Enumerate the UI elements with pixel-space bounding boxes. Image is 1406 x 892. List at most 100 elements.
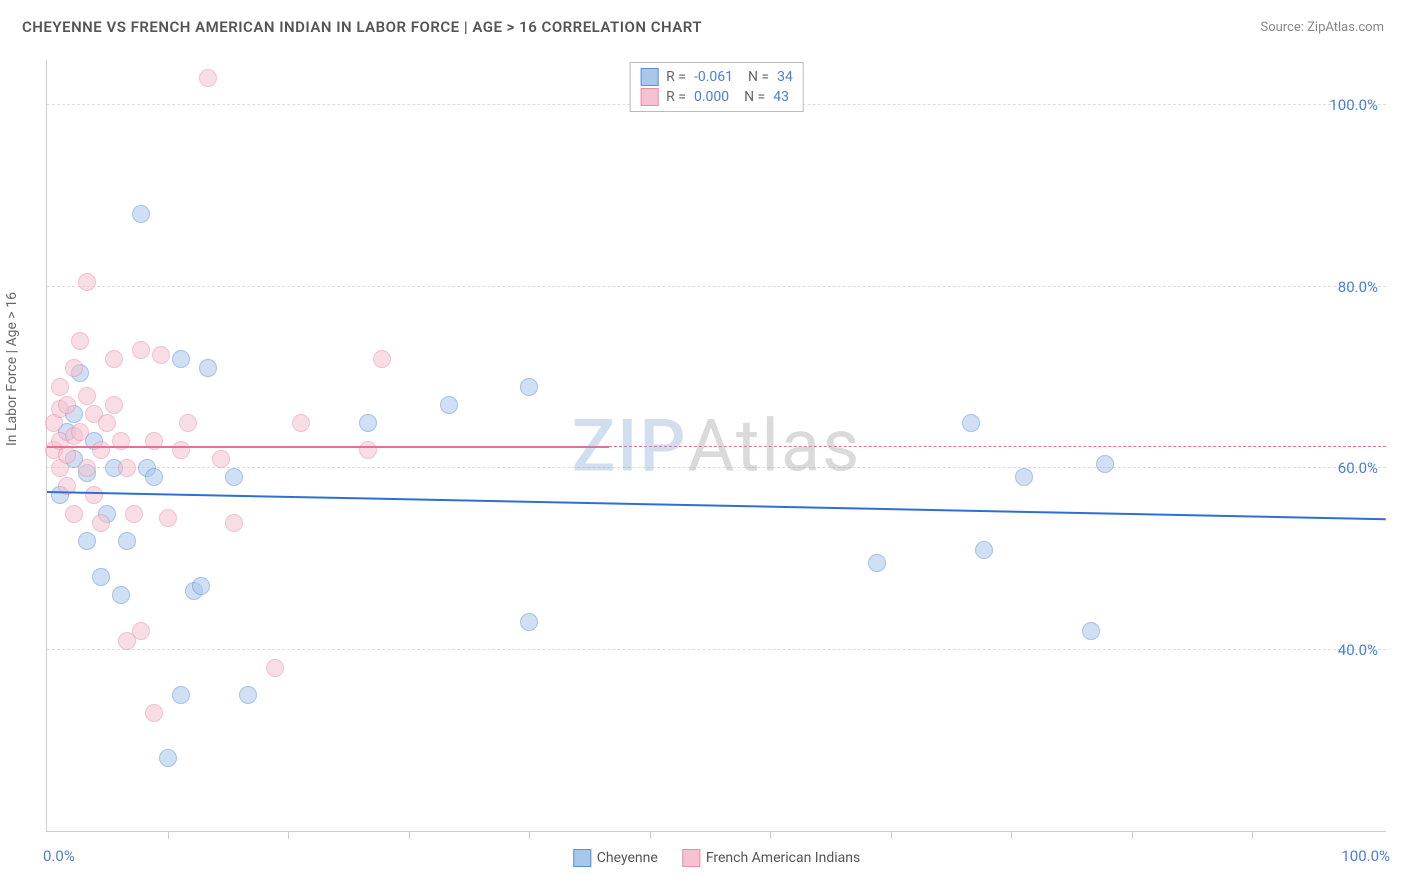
data-point: [172, 441, 190, 459]
data-point: [112, 586, 130, 604]
stats-row: R = -0.061 N = 34: [640, 67, 793, 87]
data-point: [65, 359, 83, 377]
data-point: [118, 532, 136, 550]
x-tick-min: 0.0%: [43, 847, 75, 865]
legend-item: Cheyenne: [573, 849, 658, 867]
data-point: [125, 505, 143, 523]
x-tick: [168, 831, 169, 839]
data-point: [105, 350, 123, 368]
data-point: [199, 359, 217, 377]
stat-r-value: -0.061: [694, 69, 733, 85]
x-tick: [891, 831, 892, 839]
x-tick-max: 100.0%: [1341, 847, 1390, 865]
y-tick-label: 100.0%: [1329, 96, 1378, 114]
stats-legend: R = -0.061 N = 34 R = 0.000 N = 43: [629, 62, 804, 112]
regression-line-dashed: [609, 446, 1386, 447]
data-point: [58, 446, 76, 464]
gridline: [47, 649, 1386, 650]
swatch-series2: [682, 849, 700, 867]
x-tick: [1132, 831, 1133, 839]
data-point: [520, 613, 538, 631]
data-point: [1096, 455, 1114, 473]
data-point: [92, 441, 110, 459]
regression-line: [47, 491, 1386, 520]
data-point: [71, 332, 89, 350]
data-point: [192, 577, 210, 595]
chart-title: CHEYENNE VS FRENCH AMERICAN INDIAN IN LA…: [22, 18, 702, 36]
data-point: [962, 414, 980, 432]
data-point: [179, 414, 197, 432]
data-point: [975, 541, 993, 559]
stat-r-value: 0.000: [694, 89, 729, 105]
stat-n-value: 43: [773, 89, 789, 105]
data-point: [172, 350, 190, 368]
data-point: [359, 414, 377, 432]
data-point: [85, 486, 103, 504]
data-point: [225, 468, 243, 486]
data-point: [373, 350, 391, 368]
data-point: [65, 505, 83, 523]
data-point: [118, 459, 136, 477]
legend-label: French American Indians: [706, 850, 860, 866]
data-point: [78, 532, 96, 550]
stat-r-label: R =: [666, 69, 686, 85]
data-point: [78, 273, 96, 291]
y-tick-label: 60.0%: [1338, 459, 1378, 477]
data-point: [159, 749, 177, 767]
series-legend: Cheyenne French American Indians: [573, 849, 860, 867]
data-point: [868, 554, 886, 572]
data-point: [145, 468, 163, 486]
data-point: [132, 205, 150, 223]
y-axis-title: In Labor Force | Age > 16: [4, 292, 20, 446]
data-point: [292, 414, 310, 432]
swatch-series1: [640, 68, 658, 86]
x-tick: [650, 831, 651, 839]
source-label: Source: ZipAtlas.com: [1260, 20, 1384, 35]
stat-n-label: N =: [737, 89, 765, 105]
gridline: [47, 286, 1386, 287]
legend-label: Cheyenne: [597, 850, 658, 866]
data-point: [51, 378, 69, 396]
data-point: [132, 622, 150, 640]
data-point: [159, 509, 177, 527]
y-tick-label: 40.0%: [1338, 641, 1378, 659]
data-point: [92, 514, 110, 532]
data-point: [199, 69, 217, 87]
x-tick: [409, 831, 410, 839]
x-tick: [1011, 831, 1012, 839]
y-tick-label: 80.0%: [1338, 278, 1378, 296]
gridline: [47, 467, 1386, 468]
data-point: [212, 450, 230, 468]
data-point: [440, 396, 458, 414]
data-point: [1015, 468, 1033, 486]
data-point: [145, 704, 163, 722]
data-point: [359, 441, 377, 459]
stat-n-value: 34: [777, 69, 793, 85]
data-point: [78, 459, 96, 477]
x-tick: [770, 831, 771, 839]
data-point: [1082, 622, 1100, 640]
data-point: [58, 396, 76, 414]
x-tick: [1252, 831, 1253, 839]
data-point: [71, 423, 89, 441]
swatch-series1: [573, 849, 591, 867]
swatch-series2: [640, 88, 658, 106]
x-tick: [529, 831, 530, 839]
stats-row: R = 0.000 N = 43: [640, 87, 793, 107]
data-point: [520, 378, 538, 396]
stat-r-label: R =: [666, 89, 686, 105]
regression-line: [47, 446, 609, 448]
data-point: [239, 686, 257, 704]
data-point: [105, 396, 123, 414]
data-point: [98, 414, 116, 432]
data-point: [92, 568, 110, 586]
data-point: [152, 346, 170, 364]
data-point: [132, 341, 150, 359]
correlation-chart: R = -0.061 N = 34 R = 0.000 N = 43 ZIPAt…: [46, 60, 1386, 832]
data-point: [266, 659, 284, 677]
data-point: [78, 387, 96, 405]
stat-n-label: N =: [741, 69, 769, 85]
data-point: [225, 514, 243, 532]
legend-item: French American Indians: [682, 849, 860, 867]
x-tick: [288, 831, 289, 839]
